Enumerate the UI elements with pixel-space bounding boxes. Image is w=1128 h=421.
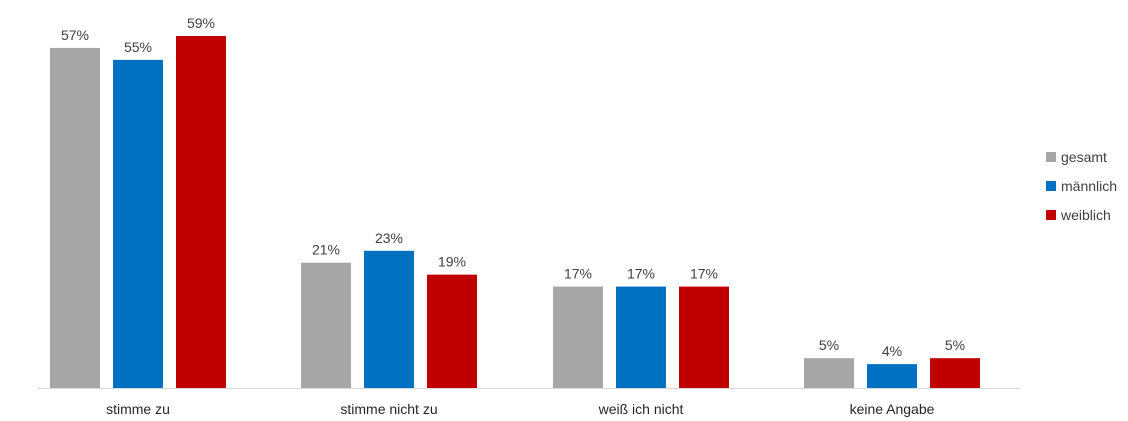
- data-labels-layer: 57% 55% 59% 21% 23% 19% 17% 17% 17% 5% 4% 5%: [61, 15, 965, 359]
- bars-layer: [50, 36, 980, 389]
- data-label-2-2: 17%: [690, 266, 718, 282]
- data-label-3-2: 5%: [945, 337, 965, 353]
- data-label-1-0: 21%: [312, 242, 340, 258]
- legend-swatch-1: [1046, 181, 1056, 191]
- legend: gesamt männlich weiblich: [1046, 149, 1117, 223]
- bar-1-1: [364, 250, 414, 388]
- bar-0-1: [113, 59, 163, 388]
- bar-3-2: [930, 358, 980, 388]
- bar-1-2: [427, 274, 477, 388]
- legend-label-1: männlich: [1061, 178, 1117, 194]
- legend-swatch-0: [1046, 152, 1056, 162]
- data-label-0-1: 55%: [124, 39, 152, 55]
- category-label-2: weiß ich nicht: [598, 401, 684, 417]
- bar-1-0: [301, 262, 351, 388]
- bar-2-1: [616, 286, 666, 388]
- data-label-2-0: 17%: [564, 266, 592, 282]
- data-label-1-1: 23%: [375, 230, 403, 246]
- data-label-3-0: 5%: [819, 337, 839, 353]
- data-label-0-0: 57%: [61, 27, 89, 43]
- category-label-1: stimme nicht zu: [340, 401, 437, 417]
- legend-label-0: gesamt: [1061, 149, 1107, 165]
- bar-2-0: [553, 286, 603, 388]
- data-label-2-1: 17%: [627, 266, 655, 282]
- legend-label-2: weiblich: [1060, 207, 1111, 223]
- bar-3-1: [867, 364, 917, 388]
- data-label-0-2: 59%: [187, 15, 215, 31]
- legend-swatch-2: [1046, 210, 1056, 220]
- bar-0-2: [176, 36, 226, 388]
- category-label-3: keine Angabe: [850, 401, 935, 417]
- data-label-1-2: 19%: [438, 254, 466, 270]
- category-labels-layer: stimme zu stimme nicht zu weiß ich nicht ke…: [106, 401, 935, 417]
- bar-2-2: [679, 286, 729, 388]
- data-label-3-1: 4%: [882, 343, 902, 359]
- category-label-0: stimme zu: [106, 401, 170, 417]
- bar-3-0: [804, 358, 854, 388]
- bar-0-0: [50, 47, 100, 389]
